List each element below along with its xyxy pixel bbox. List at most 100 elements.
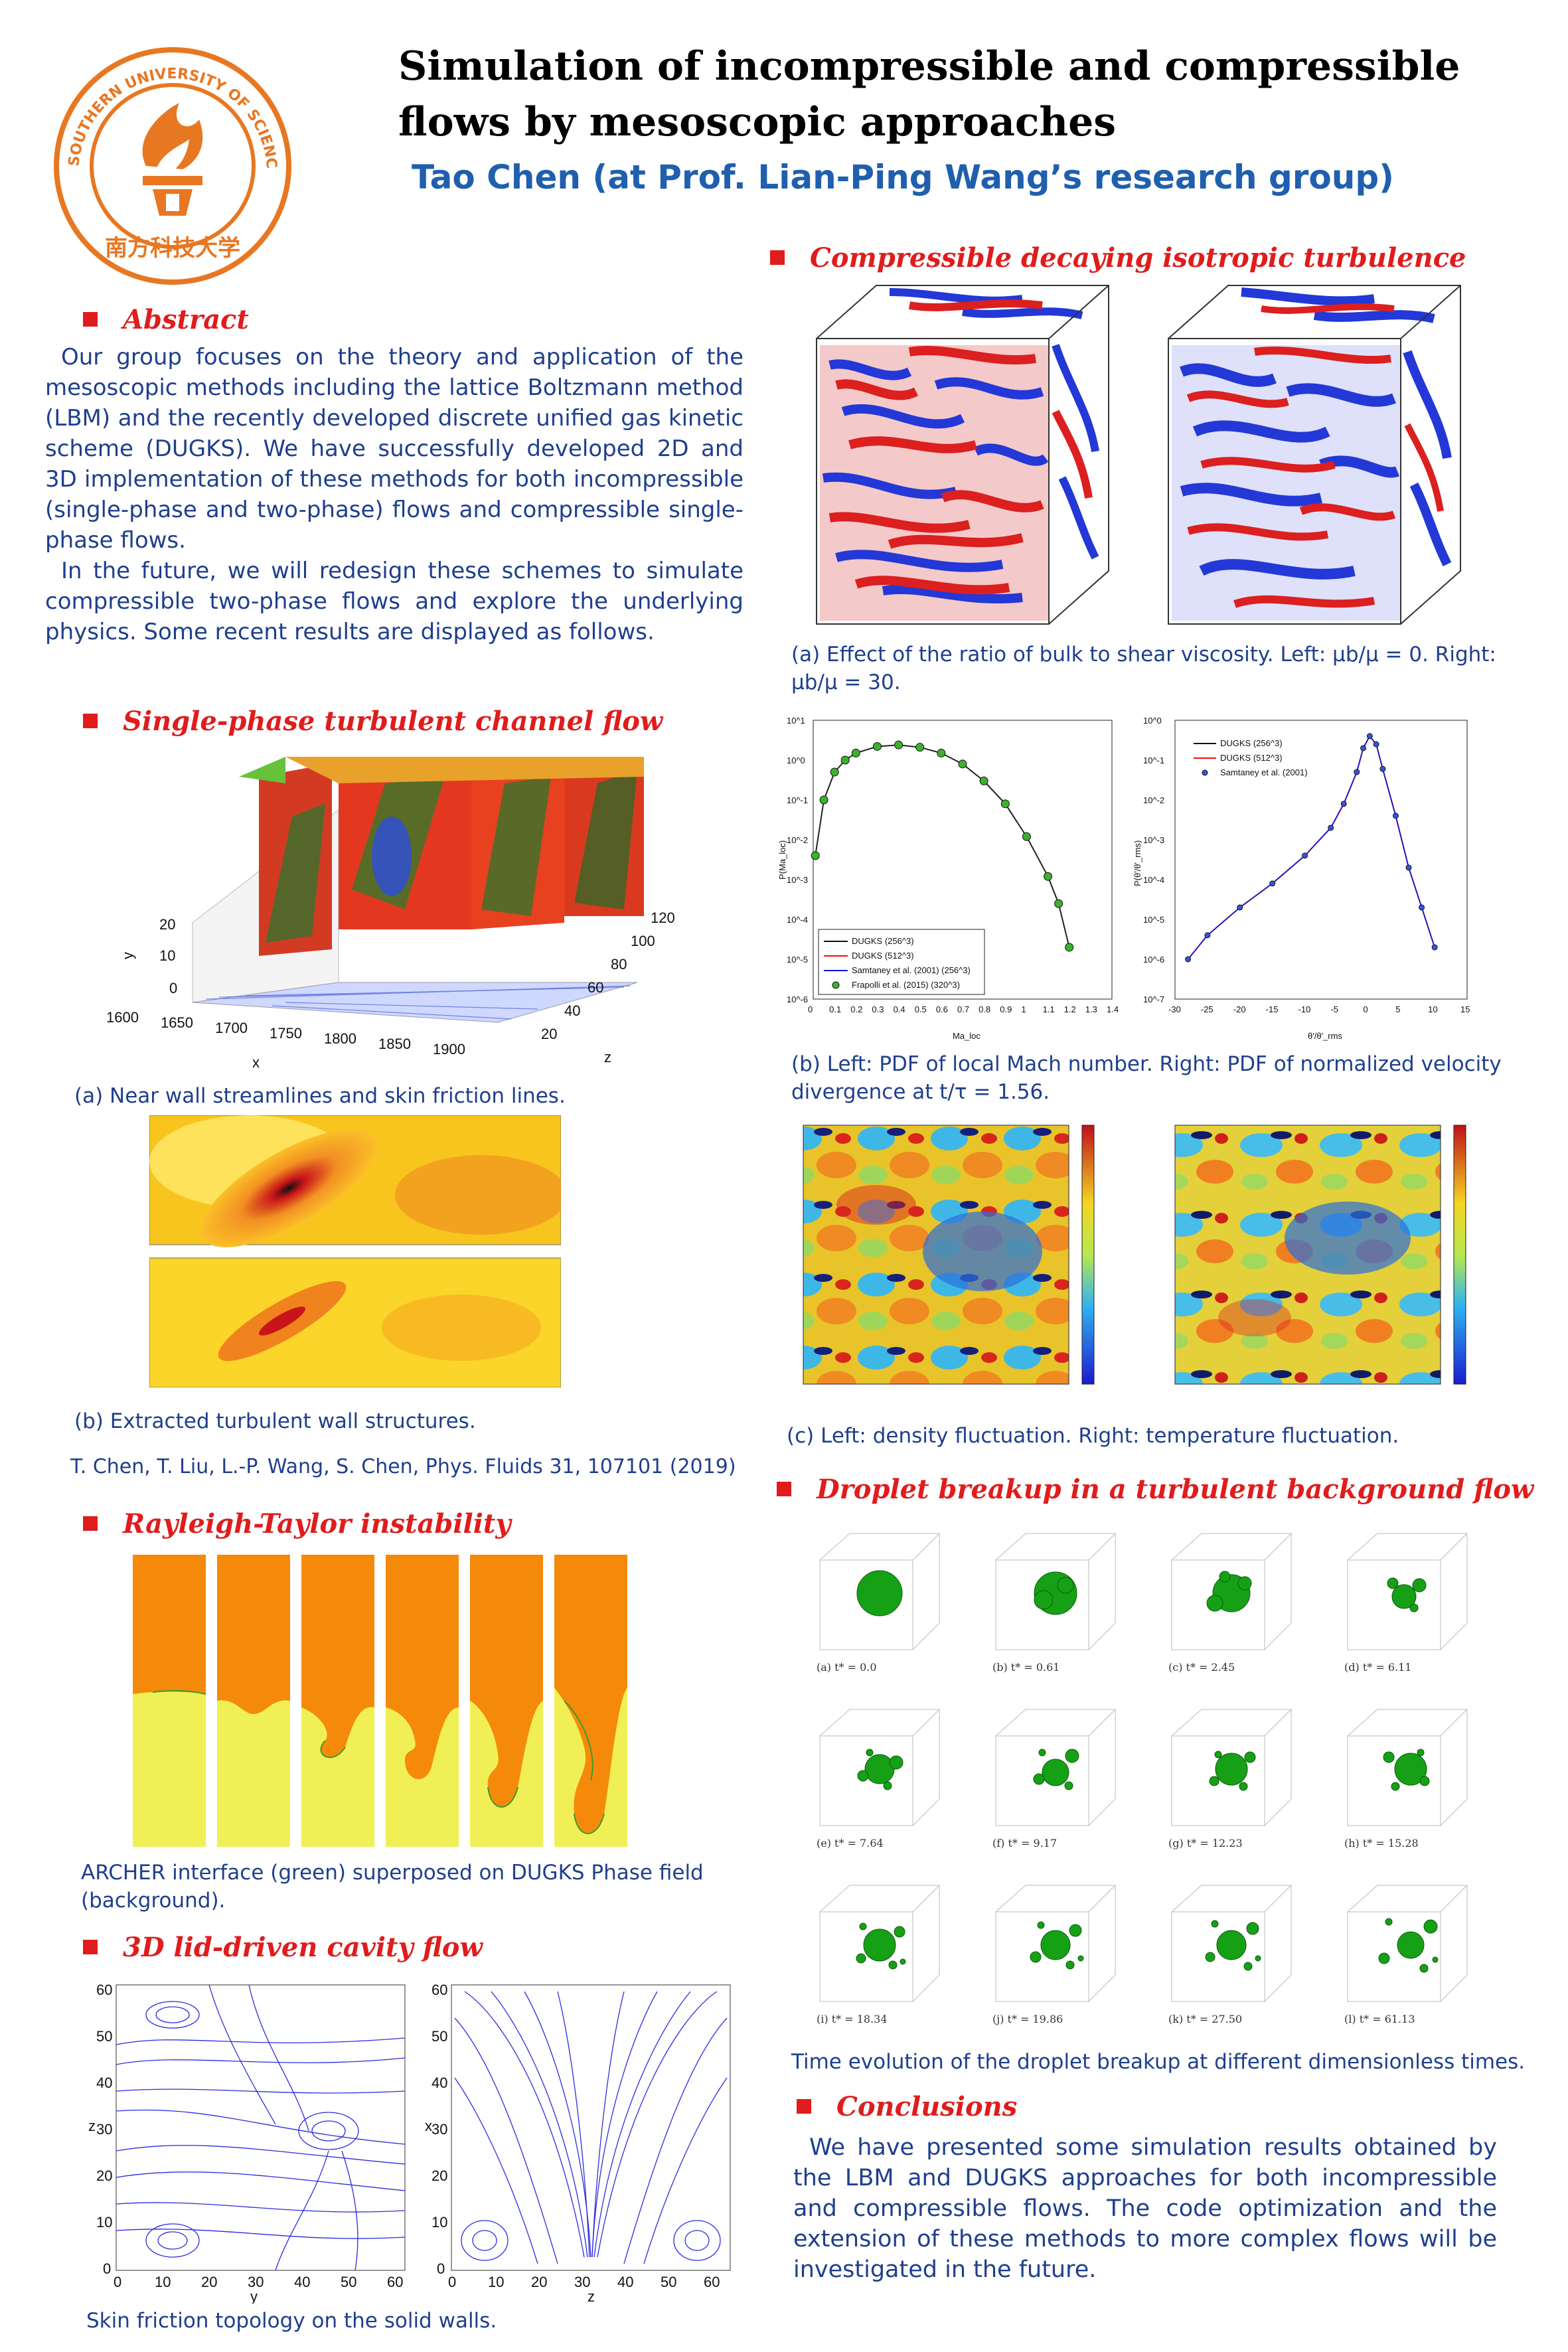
div-legend: DUGKS (256^3) DUGKS (512^3) Samtaney et … bbox=[1194, 738, 1308, 777]
cavity-tick: 50 bbox=[661, 2274, 676, 2290]
droplet-blob bbox=[1040, 1930, 1071, 1960]
mach-pdf-chart: 10^1 10^0 10^-1 10^-2 10^-3 10^-4 10^-5 10^-6 0… bbox=[777, 716, 1119, 1041]
div-ytick: 10^-4 bbox=[1143, 875, 1164, 885]
mach-xtick: 1.3 bbox=[1085, 1004, 1097, 1014]
mach-data-point bbox=[851, 748, 860, 757]
droplet-panel: (a) t* = 0.0 bbox=[797, 1520, 963, 1686]
rayleigh-caption: ARCHER interface (green) superposed on D… bbox=[81, 1861, 704, 1913]
turbulence-caption-a: (a) Effect of the ratio of bulk to shear… bbox=[791, 643, 1496, 694]
droplet-blob bbox=[1069, 1924, 1082, 1937]
droplet-render bbox=[1171, 1885, 1292, 2002]
wall-structures-figure bbox=[149, 1115, 561, 1387]
conclusions-text: We have presented some simulation result… bbox=[793, 2134, 1497, 2283]
div-ytick: 10^-6 bbox=[1143, 955, 1164, 965]
droplet-panel: (i) t* = 18.34 bbox=[797, 1872, 963, 2038]
channel-3d-figure: 20 10 0 y 1600 1650 1700 1750 1800 1850 … bbox=[106, 757, 675, 1071]
droplet-panel-label: (h) t* = 15.28 bbox=[1344, 1837, 1419, 1849]
mach-xtick: 0.7 bbox=[957, 1004, 969, 1014]
mach-legend-entry: Samtaney et al. (2001) (256^3) bbox=[852, 965, 971, 975]
channel-xtick: 1650 bbox=[161, 1014, 193, 1031]
cavity-tick: 60 bbox=[387, 2274, 403, 2290]
channel-xtick: 1700 bbox=[215, 1020, 248, 1036]
div-ytick: 10^-7 bbox=[1143, 994, 1164, 1004]
cavity-tick: 10 bbox=[431, 2214, 447, 2231]
mach-ytick: 10^1 bbox=[787, 716, 805, 726]
droplet-blob bbox=[1205, 1952, 1215, 1962]
div-legend-entry: DUGKS (512^3) bbox=[1220, 753, 1283, 763]
isotropic-turbulence-right bbox=[1168, 285, 1461, 625]
cavity-tick: 0 bbox=[114, 2274, 121, 2290]
droplet-blob bbox=[1042, 1759, 1069, 1786]
droplet-blob bbox=[1397, 1931, 1425, 1959]
temperature-fluctuation-map bbox=[1174, 1125, 1466, 1385]
droplet-blob bbox=[1255, 1955, 1261, 1962]
cavity-caption: Skin friction topology on the solid wall… bbox=[86, 2309, 497, 2333]
cavity-tick: 10 bbox=[488, 2274, 504, 2290]
mach-xtick: 0.4 bbox=[894, 1004, 905, 1014]
droplet-caption: Time evolution of the droplet breakup at… bbox=[791, 2050, 1526, 2074]
droplet-blob bbox=[1030, 1951, 1042, 1963]
div-xlabel: θ'/θ'_rms bbox=[1308, 1031, 1342, 1041]
mach-xtick: 0.1 bbox=[829, 1004, 841, 1014]
div-data-point bbox=[1366, 733, 1373, 740]
channel-xtick: 1800 bbox=[324, 1030, 356, 1047]
div-ytick: 10^-2 bbox=[1143, 795, 1164, 805]
droplet-blob bbox=[1246, 1922, 1259, 1935]
droplet-blob bbox=[1077, 1955, 1084, 1962]
bullet-square-icon bbox=[770, 250, 785, 265]
cavity-tick: 20 bbox=[431, 2167, 447, 2184]
droplet-blob bbox=[1237, 1576, 1252, 1591]
droplet-blob bbox=[1211, 1920, 1219, 1928]
channel-ztick: 120 bbox=[651, 909, 675, 926]
droplet-panel: (j) t* = 19.86 bbox=[973, 1872, 1138, 2038]
div-legend-entry: Samtaney et al. (2001) bbox=[1220, 767, 1308, 777]
cavity-tick: 50 bbox=[96, 2028, 112, 2045]
droplet-blob bbox=[889, 1755, 903, 1770]
mach-legend-entry: Frapolli et al. (2015) (320^3) bbox=[852, 980, 960, 990]
logo-bottom-text: 南方科技大学 bbox=[105, 235, 240, 262]
droplet-render bbox=[819, 1709, 940, 1826]
cavity-tick: 50 bbox=[341, 2274, 356, 2290]
cavity-tick: 30 bbox=[248, 2274, 264, 2290]
droplet-blob bbox=[900, 1958, 906, 1965]
turbulence-caption-b: (b) Left: PDF of local Mach number. Righ… bbox=[791, 1052, 1502, 1104]
droplet-blob bbox=[1038, 1749, 1046, 1757]
mach-data-point bbox=[915, 743, 925, 752]
div-series-line bbox=[1188, 735, 1435, 960]
div-data-point bbox=[1405, 864, 1412, 871]
droplet-blob bbox=[883, 1781, 892, 1790]
bullet-square-icon bbox=[83, 312, 98, 327]
cavity-tick: 20 bbox=[96, 2167, 112, 2184]
channel-heading: Single-phase turbulent channel flow bbox=[83, 706, 663, 737]
droplet-panel-label: (g) t* = 12.23 bbox=[1168, 1837, 1243, 1849]
mach-data-point bbox=[1054, 899, 1063, 908]
droplet-panel-label: (d) t* = 6.11 bbox=[1344, 1661, 1412, 1674]
mach-data-point bbox=[811, 851, 820, 860]
mach-legend: DUGKS (256^3) DUGKS (512^3) Samtaney et … bbox=[818, 929, 985, 995]
author-line: Tao Chen (at Prof. Lian-Ping Wang’s rese… bbox=[412, 158, 1394, 196]
div-data-point bbox=[1392, 813, 1399, 819]
mach-xlabel: Ma_loc bbox=[953, 1031, 980, 1041]
droplet-render bbox=[1171, 1709, 1292, 1826]
div-data-point bbox=[1302, 852, 1308, 859]
mach-ytick: 10^-1 bbox=[787, 795, 808, 805]
abstract-text: Our group focuses on the theory and appl… bbox=[45, 344, 744, 645]
droplet-blob bbox=[1219, 1571, 1231, 1583]
channel-ztick: 40 bbox=[564, 1002, 580, 1019]
droplet-panel-label: (l) t* = 61.13 bbox=[1344, 2013, 1415, 2025]
droplet-panel-label: (c) t* = 2.45 bbox=[1168, 1661, 1235, 1674]
cavity-tick: 30 bbox=[96, 2121, 112, 2138]
div-data-point bbox=[1379, 765, 1386, 772]
poster-title: Simulation of incompressible and compres… bbox=[398, 43, 1460, 145]
droplet-blob bbox=[1037, 1921, 1045, 1929]
div-xtick: -25 bbox=[1201, 1004, 1214, 1014]
div-ytick: 10^-3 bbox=[1143, 835, 1164, 845]
cavity-left-xlabel: y bbox=[250, 2288, 258, 2304]
channel-ytick: 10 bbox=[159, 947, 175, 964]
mach-xtick: 1.2 bbox=[1064, 1004, 1076, 1014]
conclusions-heading: Conclusions bbox=[797, 2091, 1017, 2122]
density-fluctuation-map bbox=[803, 1125, 1095, 1385]
div-xtick: 5 bbox=[1395, 1004, 1400, 1014]
cavity-tick: 40 bbox=[431, 2075, 447, 2091]
mach-ytick: 10^-3 bbox=[787, 875, 808, 885]
